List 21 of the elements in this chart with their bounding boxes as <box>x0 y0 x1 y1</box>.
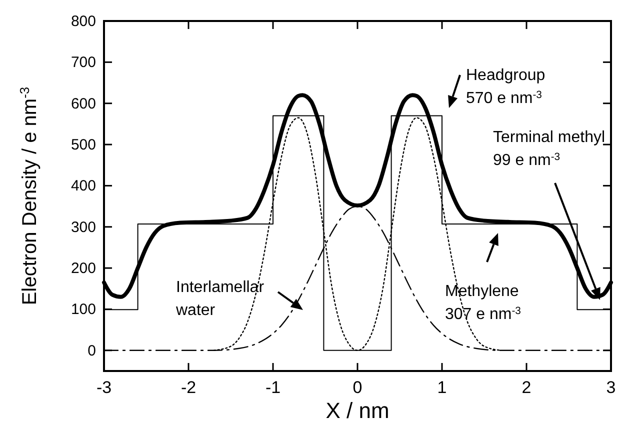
y-tick-label: 600 <box>70 95 96 112</box>
annotation: Interlamellar water <box>175 279 265 319</box>
annotation: Terminal methyl 99 e nm$^{-3}$ <box>493 129 606 169</box>
x-axis-title: X / nm <box>326 398 390 423</box>
x-tick-label: 3 <box>606 378 616 397</box>
y-tick-label: 400 <box>70 178 96 195</box>
x-tick-label: 1 <box>437 378 447 397</box>
x-tick-label: -2 <box>180 378 196 397</box>
y-tick-label: 200 <box>70 260 96 278</box>
y-tick-label: 500 <box>70 136 96 154</box>
y-tick-label: 700 <box>70 54 96 72</box>
annotation: Methylene 307 e nm$^{-3}$ <box>445 283 522 323</box>
x-tick-label: 0 <box>352 378 362 397</box>
x-tick-label: -1 <box>265 378 281 397</box>
annotation: Headgroup 570 e nm$^{-3}$ <box>466 67 546 107</box>
y-tick-label: 100 <box>70 301 96 318</box>
y-tick-label: 300 <box>70 218 96 236</box>
y-tick-label: 0 <box>88 342 96 360</box>
x-tick-label: 2 <box>522 378 532 397</box>
x-tick-label: -3 <box>96 378 112 397</box>
y-tick-label: 800 <box>70 13 96 30</box>
